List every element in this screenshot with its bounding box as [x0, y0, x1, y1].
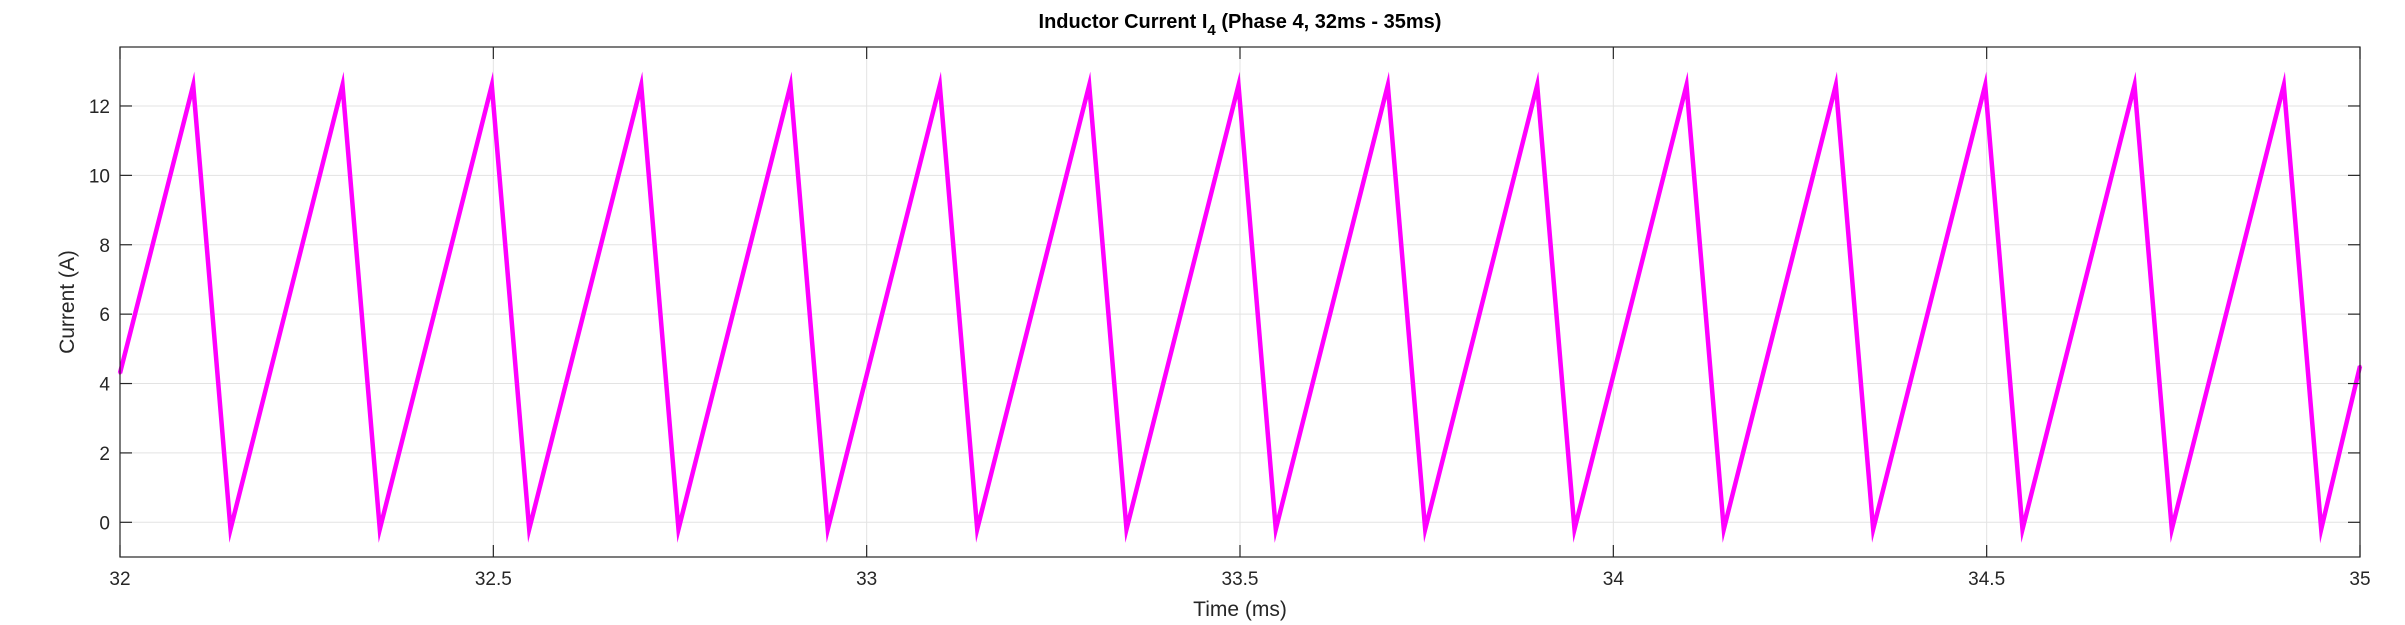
x-tick-label: 35	[2349, 569, 2370, 590]
x-tick-labels: 32 32.5 33 33.5 34 34.5 35	[109, 569, 2370, 590]
x-axis-label: Time (ms)	[1193, 598, 1287, 621]
data-point	[2282, 83, 2286, 87]
data-point	[2170, 527, 2174, 531]
data-point	[639, 83, 643, 87]
data-point	[2021, 527, 2024, 531]
ticks	[119, 47, 2361, 557]
data-point	[1722, 527, 1726, 531]
x-tick-label: 34	[1603, 569, 1625, 590]
y-tick-labels: 0 2 4 6 8 10 12	[89, 97, 111, 534]
data-point	[527, 527, 531, 531]
x-tick-label: 32.5	[475, 569, 512, 590]
series-group	[117, 71, 2363, 544]
chart-title: Inductor Current I4 (Phase 4, 32ms - 35m…	[1039, 11, 1442, 39]
data-point	[975, 527, 979, 531]
x-tick-label: 33.5	[1222, 569, 1259, 590]
data-point	[1685, 83, 1688, 87]
data-point	[1423, 527, 1427, 531]
data-point	[1274, 527, 1278, 531]
data-point	[341, 83, 344, 87]
data-point	[1983, 83, 1987, 87]
data-point	[2133, 83, 2136, 87]
data-point	[826, 527, 830, 531]
y-axis-label: Current (A)	[56, 250, 79, 354]
chart-title-subscript: 4	[1207, 22, 1216, 39]
data-point	[191, 83, 195, 87]
y-tick-label: 2	[99, 444, 110, 465]
data-point	[1535, 83, 1539, 87]
series-line	[117, 71, 2363, 544]
data-point	[2319, 527, 2323, 531]
data-point	[378, 527, 382, 531]
data-point	[938, 83, 942, 87]
data-point	[1573, 527, 1576, 531]
data-point	[1871, 527, 1875, 531]
x-tick-label: 34.5	[1968, 569, 2005, 590]
y-tick-label: 6	[99, 305, 110, 326]
y-tick-label: 10	[89, 166, 110, 187]
data-point	[1087, 83, 1091, 87]
y-tick-label: 0	[99, 513, 110, 534]
x-tick-label: 33	[856, 569, 877, 590]
data-point	[677, 527, 680, 531]
y-tick-label: 8	[99, 236, 110, 257]
y-tick-label: 4	[99, 375, 110, 396]
y-tick-label: 12	[89, 97, 110, 118]
data-point	[1125, 527, 1128, 531]
data-point	[1237, 83, 1240, 87]
data-point	[789, 83, 792, 87]
data-point	[1834, 83, 1838, 87]
data-point	[229, 527, 232, 531]
chart-title-main: Inductor Current I	[1039, 11, 1208, 33]
chart-title-suffix: (Phase 4, 32ms - 35ms)	[1216, 11, 1442, 33]
x-tick-label: 32	[109, 569, 130, 590]
data-point	[1386, 83, 1390, 87]
data-point	[490, 83, 494, 87]
